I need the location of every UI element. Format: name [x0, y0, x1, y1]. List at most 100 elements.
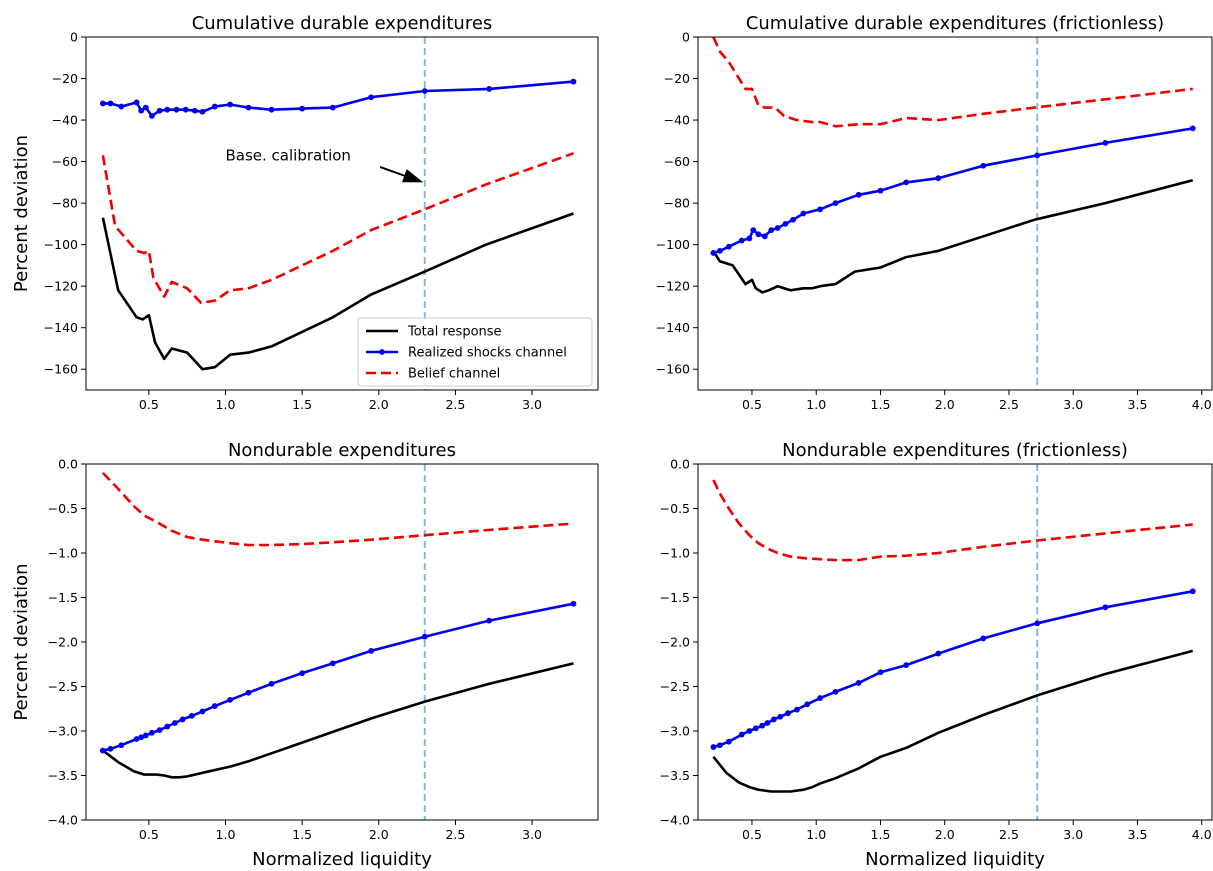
x-tick-label: 2.0: [935, 827, 955, 842]
annotation-arrow-head: [402, 169, 424, 183]
x-tick-label: 1.0: [216, 397, 236, 412]
x-tick-label: 1.5: [871, 827, 891, 842]
x-tick-label: 1.5: [292, 397, 312, 412]
total-series-line: [712, 649, 1194, 793]
realized-point: [268, 106, 275, 113]
x-tick-label: 4.0: [1192, 397, 1212, 412]
x-tick-label: 3.5: [1128, 827, 1148, 842]
realized-point: [99, 747, 106, 754]
realized-point: [570, 600, 577, 607]
y-tick-label: −0.5: [660, 501, 690, 516]
y-tick-label: −1.0: [48, 546, 78, 561]
realized-point: [1189, 588, 1196, 595]
realized-point: [746, 235, 753, 242]
axes-frame: [85, 36, 599, 391]
realized-point: [156, 107, 163, 114]
y-tick-label: −60: [52, 154, 78, 169]
realized-point: [738, 237, 745, 244]
y-tick-label: −140: [44, 320, 78, 335]
realized-point: [142, 104, 149, 111]
realized-point: [738, 731, 745, 738]
realized-point: [227, 696, 233, 703]
y-tick-label: 0.0: [58, 457, 78, 472]
plot-area: [710, 37, 1196, 294]
y-tick-label: −80: [52, 196, 78, 211]
y-tick-label: −80: [664, 196, 690, 211]
y-tick-label: −3.0: [660, 724, 690, 739]
realized-point: [752, 725, 759, 732]
realized-point: [156, 727, 163, 734]
realized-point: [299, 105, 306, 112]
realized-point: [794, 706, 800, 713]
belief-series-line: [101, 152, 574, 305]
realized-point: [179, 716, 186, 723]
x-tick-label: 1.0: [806, 827, 826, 842]
y-tick-label: −4.0: [48, 813, 78, 828]
legend-label-total: Total response: [407, 325, 502, 340]
realized-point: [164, 106, 171, 113]
annotation-text: Base. calibration: [225, 146, 350, 164]
y-axis-label: Percent deviation: [11, 135, 32, 292]
realized-point: [817, 695, 823, 701]
x-tick-label: 4.0: [1192, 827, 1212, 842]
realized-point: [149, 729, 155, 736]
realized-point: [211, 103, 218, 110]
x-tick-label: 2.5: [999, 397, 1019, 412]
plot-area: [710, 479, 1196, 793]
y-tick-label: −160: [44, 362, 78, 377]
realized-point: [118, 742, 125, 749]
y-axis-label: Percent deviation: [11, 563, 32, 720]
x-tick-label: 2.5: [445, 827, 465, 842]
realized-point: [980, 635, 987, 642]
realized-point: [142, 732, 149, 739]
realized-point: [1034, 152, 1041, 159]
chart-title: Cumulative durable expenditures (frictio…: [746, 13, 1164, 34]
realized-point: [903, 179, 910, 186]
chart-title: Cumulative durable expenditures: [192, 13, 493, 34]
realized-point: [774, 225, 781, 231]
y-tick-label: −3.0: [48, 724, 78, 739]
chart-panel-4: Nondurable expenditures (frictionless) 0.…: [660, 440, 1213, 870]
realized-point: [138, 107, 145, 114]
realized-point: [1034, 620, 1041, 627]
y-tick-label: −160: [656, 362, 690, 377]
realized-point: [149, 113, 155, 119]
plot-area: [99, 78, 577, 371]
realized-point: [1102, 140, 1109, 146]
realized-point: [107, 745, 114, 752]
realized-point: [227, 101, 233, 108]
y-tick-label: −1.5: [660, 590, 690, 605]
realized-point: [832, 200, 839, 207]
axes-frame: [697, 36, 1213, 391]
realized-point: [133, 99, 140, 106]
y-tick-label: −3.5: [660, 768, 690, 783]
realized-point: [710, 250, 717, 256]
legend-marker-realized: [379, 349, 385, 355]
realized-point: [173, 106, 180, 113]
y-tick-label: 0.0: [670, 457, 690, 472]
y-tick-label: 0: [682, 30, 690, 45]
realized-point: [725, 243, 732, 250]
realized-point: [191, 107, 198, 114]
realized-point: [877, 669, 884, 676]
x-axis-label: Normalized liquidity: [865, 849, 1045, 870]
x-tick-label: 2.0: [369, 827, 389, 842]
y-tick-label: −2.0: [660, 635, 690, 650]
chart-panel-1: Cumulative durable expenditures 0.5 1.0 1.5…: [11, 13, 599, 412]
realized-point: [211, 703, 218, 709]
realized-point: [800, 210, 807, 217]
realized-point: [133, 736, 140, 742]
realized-point: [368, 94, 375, 101]
chart-panel-3: Nondurable expenditures 0.5 1.0 1.5 2.0 2.5 3.…: [11, 440, 599, 870]
x-tick-label: 2.0: [369, 397, 389, 412]
y-tick-label: −2.0: [48, 635, 78, 650]
legend-box: [357, 317, 593, 387]
y-tick-label: −1.5: [48, 590, 78, 605]
x-tick-label: 3.0: [1063, 397, 1083, 412]
y-tick-label: −140: [656, 320, 690, 335]
realized-point: [245, 104, 252, 111]
realized-point: [118, 103, 125, 110]
y-tick-label: −120: [44, 279, 78, 294]
legend: Total response Realized shocks channel Bel…: [357, 317, 593, 387]
